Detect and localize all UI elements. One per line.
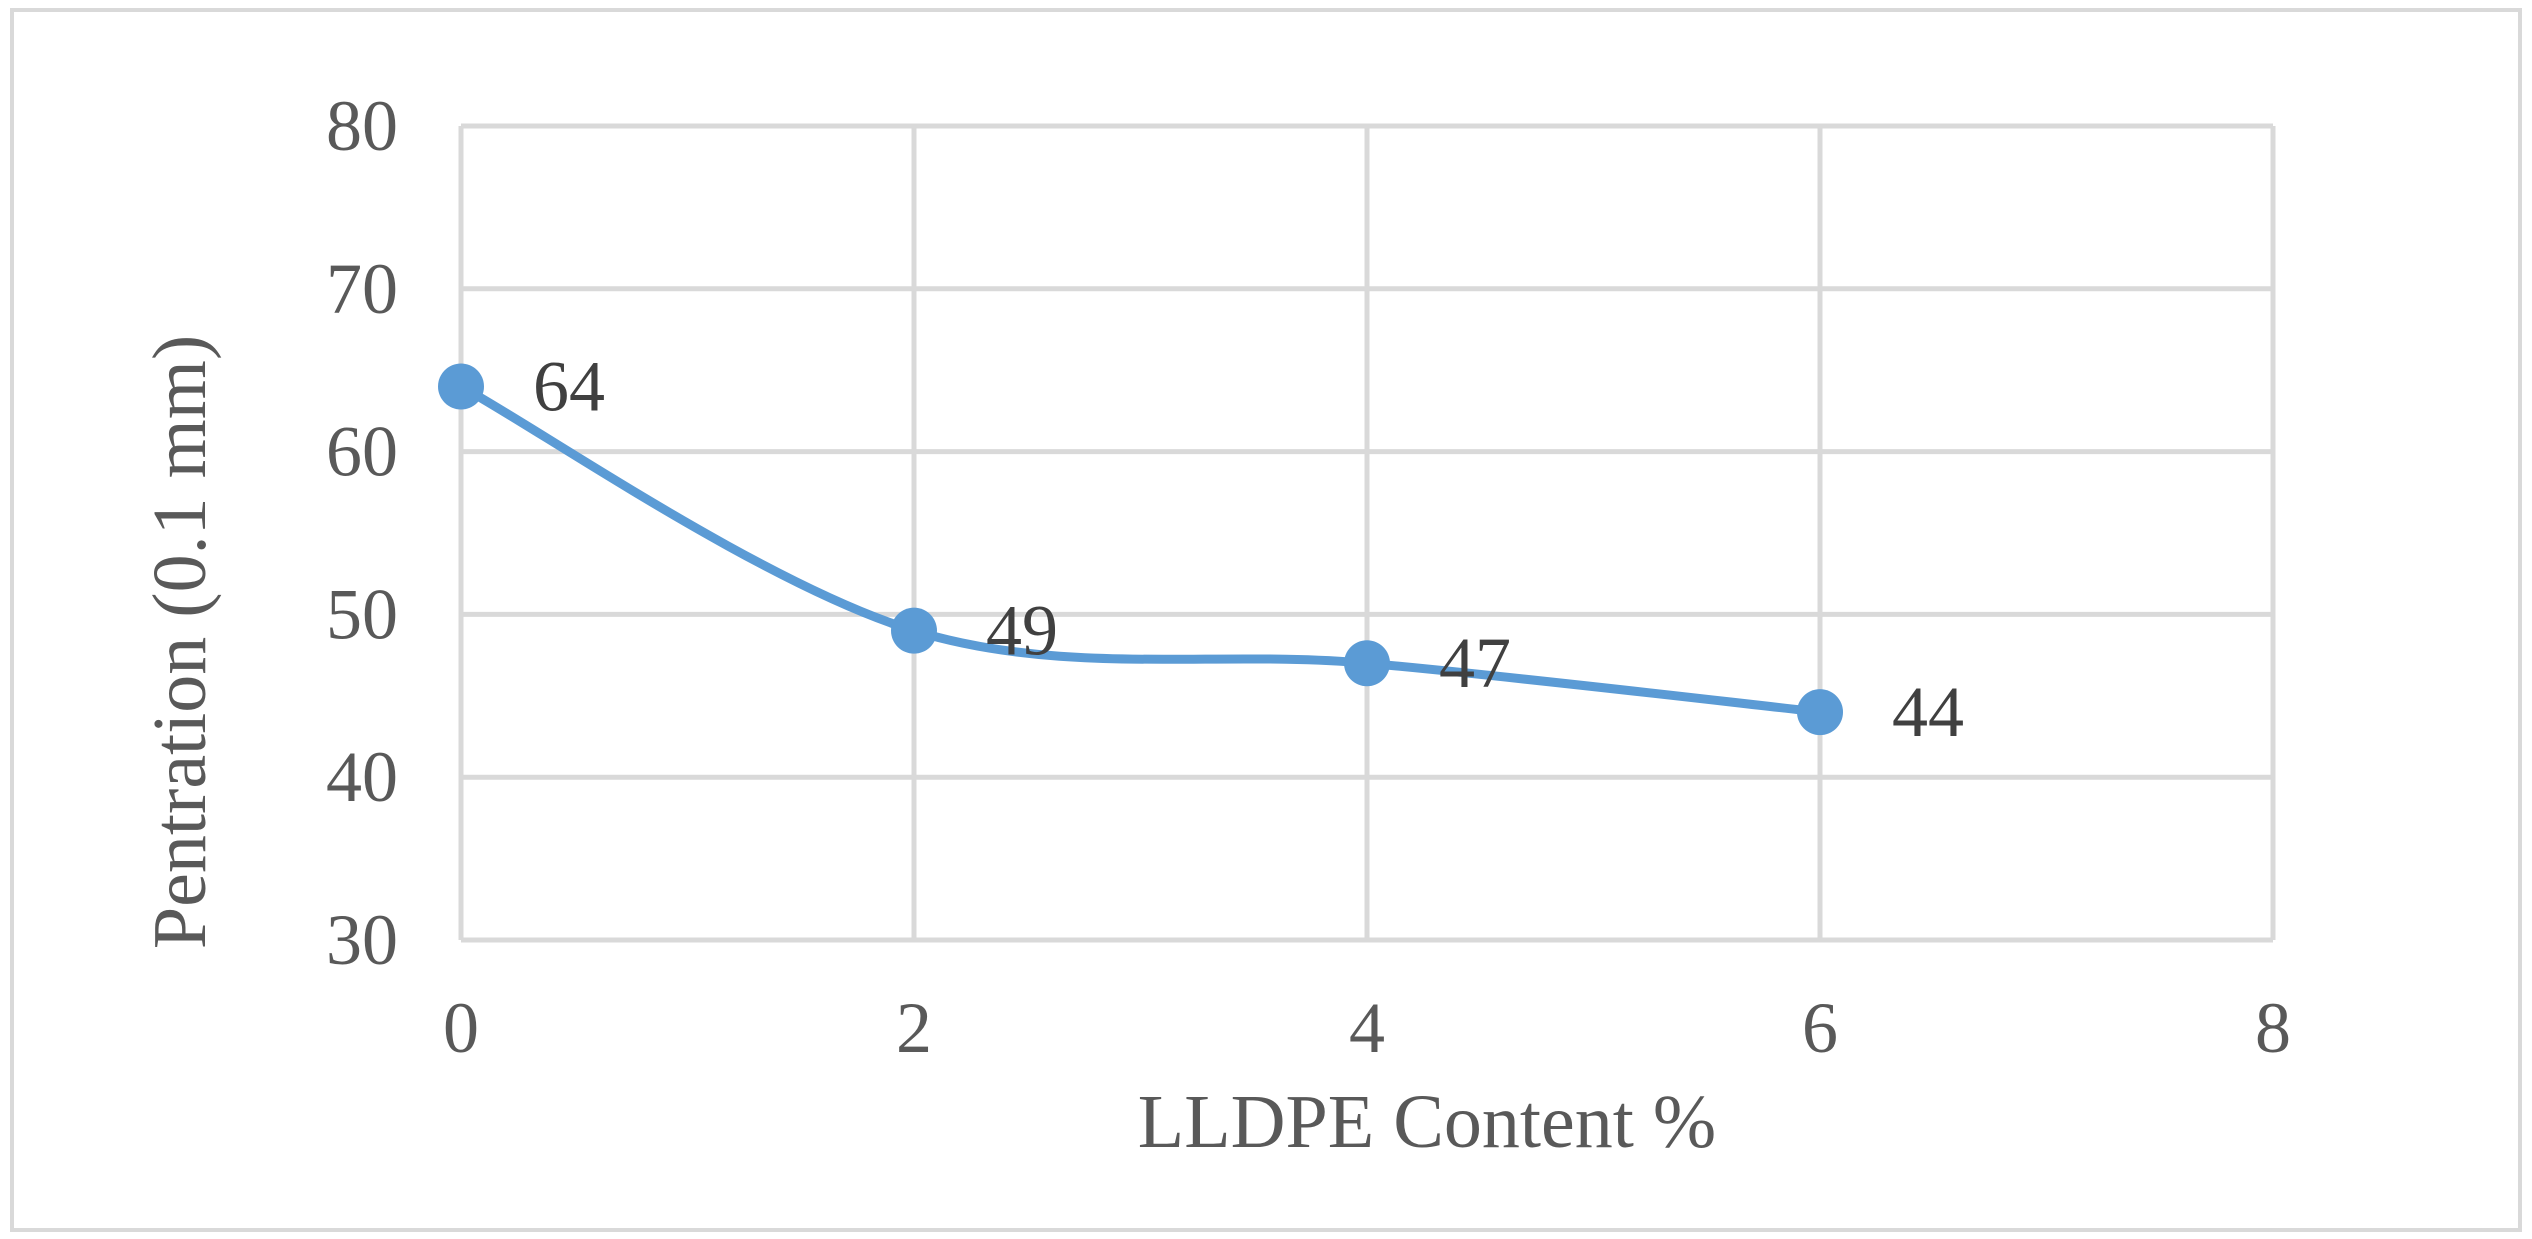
data-point-6 [1797,689,1843,736]
data-label-4: 47 [1439,623,1511,703]
y-tick-label-30: 30 [326,900,398,980]
data-label-6: 44 [1892,672,1964,752]
x-tick-label-6: 6 [1802,988,1838,1068]
data-point-0 [438,363,484,410]
chart-border [10,8,2522,1232]
series [456,381,1825,717]
x-axis-ticks: 0 2 4 6 8 [443,988,2291,1068]
data-points [438,363,1843,736]
x-tick-label-2: 2 [896,988,932,1068]
y-tick-label-50: 50 [326,574,398,654]
series-line-0 [456,381,1825,717]
y-tick-label-60: 60 [326,412,398,492]
y-tick-label-80: 80 [326,86,398,166]
x-tick-label-8: 8 [2255,988,2291,1068]
x-axis-label: LLDPE Content % [1138,1080,1716,1164]
data-label-0: 64 [533,346,605,426]
data-labels: 64 49 47 44 [533,346,1964,752]
y-tick-label-70: 70 [326,249,398,329]
y-tick-label-40: 40 [326,737,398,817]
data-point-2 [891,607,937,654]
y-axis-label: Pentration (0.1 mm) [138,335,222,949]
data-label-2: 49 [986,591,1058,671]
x-tick-label-4: 4 [1349,988,1385,1068]
y-axis-ticks: 30 40 50 60 70 80 [326,86,398,980]
data-point-4 [1344,640,1390,687]
grid [458,123,2276,943]
x-tick-label-0: 0 [443,988,479,1068]
